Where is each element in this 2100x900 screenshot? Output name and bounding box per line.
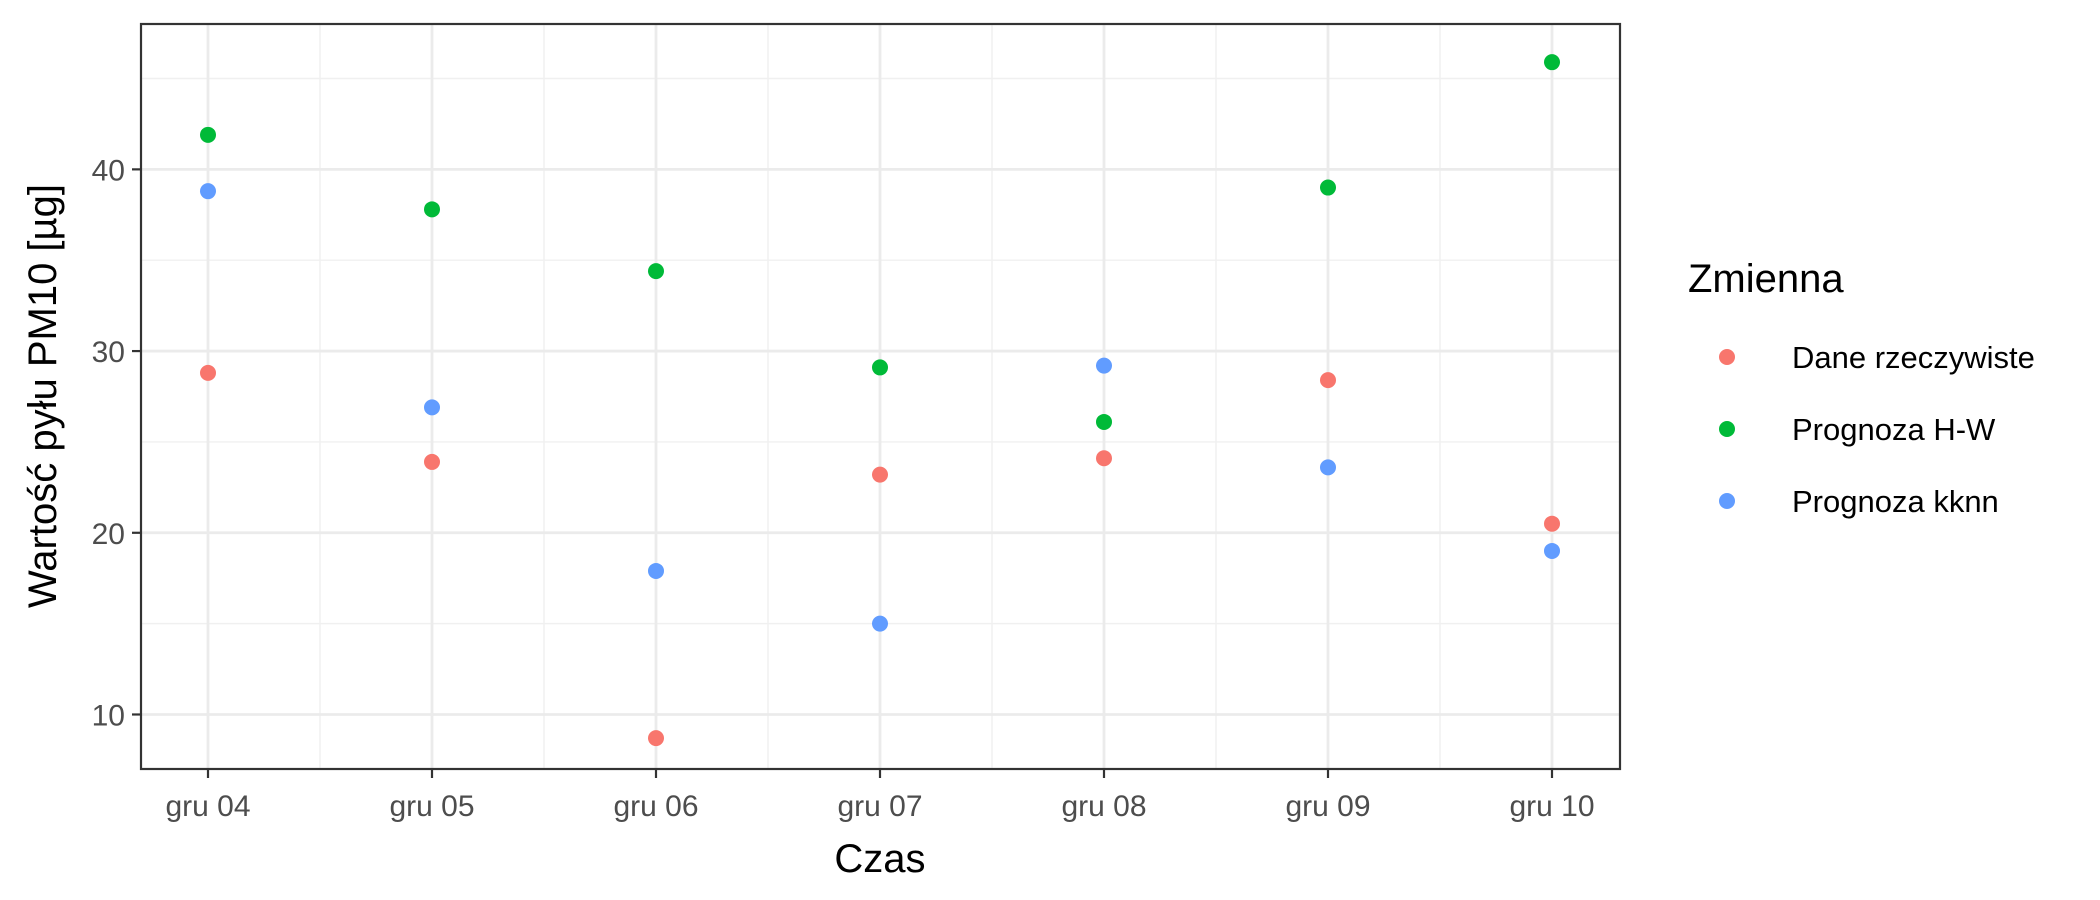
data-point-prognoza-h-w — [872, 359, 888, 376]
data-point-prognoza-h-w — [200, 126, 216, 143]
y-axis-title: Wartość pyłu PM10 [µg] — [21, 184, 65, 608]
x-tick-label: gru 07 — [837, 790, 922, 823]
x-axis: gru 04 gru 05 gru 06 gru 07 gru 08 gru 09 gru … — [165, 769, 1595, 823]
data-point-dane-rzeczywiste — [1320, 372, 1336, 389]
data-point-prognoza-h-w — [648, 263, 664, 280]
data-point-prognoza-h-w — [424, 201, 440, 218]
data-point-prognoza-kknn — [200, 183, 216, 200]
legend-key — [1719, 349, 1735, 365]
legend-label: Prognoza H-W — [1792, 412, 1996, 447]
data-point-prognoza-kknn — [424, 399, 440, 416]
data-point-dane-rzeczywiste — [648, 730, 664, 747]
legend-key — [1719, 493, 1735, 509]
y-tick-label: 30 — [92, 336, 125, 369]
data-point-dane-rzeczywiste — [424, 453, 440, 470]
x-tick-label: gru 10 — [1509, 790, 1594, 823]
x-tick-label: gru 06 — [613, 790, 698, 823]
data-point-dane-rzeczywiste — [200, 364, 216, 381]
data-point-dane-rzeczywiste — [1096, 450, 1112, 467]
data-point-dane-rzeczywiste — [872, 466, 888, 483]
major-gridlines — [141, 24, 1620, 769]
data-point-prognoza-h-w — [1096, 413, 1112, 430]
legend-title: Zmienna — [1688, 257, 1844, 301]
data-point-prognoza-kknn — [1096, 357, 1112, 374]
x-tick-label: gru 05 — [389, 790, 474, 823]
data-point-prognoza-h-w — [1544, 54, 1560, 71]
data-point-prognoza-kknn — [1544, 542, 1560, 559]
y-tick-label: 20 — [92, 518, 125, 551]
x-tick-label: gru 08 — [1061, 790, 1146, 823]
legend: Zmienna Dane rzeczywiste Prognoza H-W Prog… — [1688, 257, 2035, 519]
data-point-prognoza-h-w — [1320, 179, 1336, 196]
data-point-prognoza-kknn — [648, 562, 664, 579]
legend-label: Prognoza kknn — [1792, 484, 1999, 519]
x-tick-label: gru 09 — [1285, 790, 1370, 823]
y-tick-label: 10 — [92, 699, 125, 732]
y-tick-label: 40 — [92, 154, 125, 187]
y-axis: 10 20 30 40 — [92, 154, 141, 732]
legend-key — [1719, 421, 1735, 437]
data-points — [200, 54, 1560, 747]
data-point-dane-rzeczywiste — [1544, 515, 1560, 532]
data-point-prognoza-kknn — [1320, 459, 1336, 476]
legend-label: Dane rzeczywiste — [1792, 340, 2035, 375]
data-point-prognoza-kknn — [872, 615, 888, 632]
x-axis-title: Czas — [834, 837, 925, 881]
x-tick-label: gru 04 — [165, 790, 250, 823]
